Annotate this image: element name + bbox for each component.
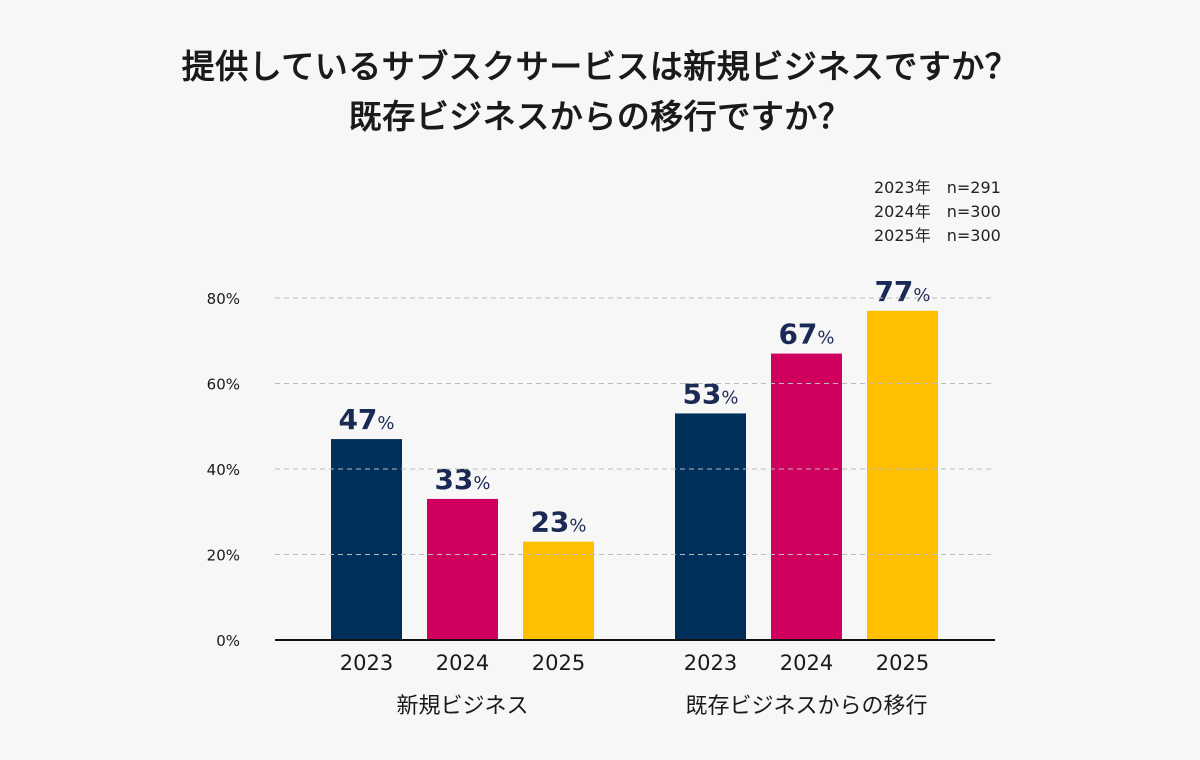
y-tick-label: 0% bbox=[216, 632, 240, 650]
title-line-2: 既存ビジネスからの移行ですか？ bbox=[348, 97, 852, 136]
sample-note-2023: 2023年 n=291 bbox=[874, 178, 1001, 197]
data-label: 47% bbox=[338, 403, 394, 436]
group-label: 新規ビジネス bbox=[396, 694, 528, 719]
group-label: 既存ビジネスからの移行 bbox=[685, 694, 927, 719]
y-tick-label: 60% bbox=[207, 376, 240, 394]
bar-1-2024 bbox=[427, 498, 498, 640]
sample-note-2025: 2025年 n=300 bbox=[874, 226, 1001, 245]
title-line-1: 提供しているサブスクサービスは新規ビジネスですか？ bbox=[181, 47, 1019, 86]
x-tick-label: 2025 bbox=[876, 651, 929, 675]
bar-2-2024 bbox=[771, 353, 842, 640]
bar-1-2023 bbox=[331, 439, 402, 640]
x-tick-label: 2023 bbox=[340, 651, 393, 675]
data-label: 77% bbox=[874, 275, 930, 308]
x-tick-label: 2023 bbox=[684, 651, 737, 675]
data-label: 53% bbox=[682, 377, 738, 410]
data-label: 33% bbox=[434, 463, 490, 496]
y-tick-label: 40% bbox=[207, 461, 240, 479]
bar-1-2025 bbox=[523, 541, 594, 640]
y-tick-label: 80% bbox=[207, 290, 240, 308]
data-label: 67% bbox=[778, 318, 834, 351]
x-tick-label: 2024 bbox=[436, 651, 489, 675]
bar-2-2023 bbox=[675, 413, 746, 640]
data-label: 23% bbox=[530, 506, 586, 539]
sample-size-note: 2023年 n=291 2024年 n=300 2025年 n=300 bbox=[874, 176, 1001, 248]
sample-note-2024: 2024年 n=300 bbox=[874, 202, 1001, 221]
bar-2-2025 bbox=[867, 310, 938, 640]
x-tick-label: 2024 bbox=[780, 651, 833, 675]
x-tick-label: 2025 bbox=[532, 651, 585, 675]
y-tick-label: 20% bbox=[207, 547, 240, 565]
chart-title: 提供しているサブスクサービスは新規ビジネスですか？ 既存ビジネスからの移行ですか… bbox=[0, 42, 1200, 142]
